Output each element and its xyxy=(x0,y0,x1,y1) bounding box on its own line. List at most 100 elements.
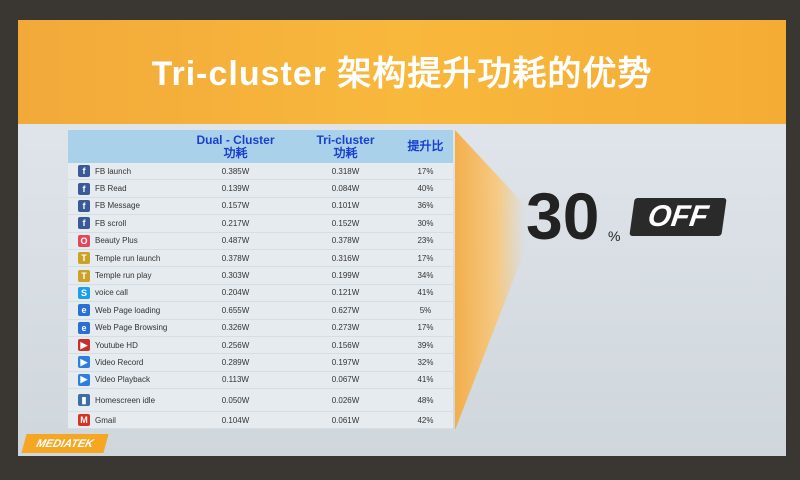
gain-percent: 5% xyxy=(419,305,432,315)
app-cell: ▶ Video Playback xyxy=(68,373,178,386)
facebook-icon: f xyxy=(78,217,90,230)
header-text: Tri-cluster 功耗 xyxy=(316,132,375,160)
header-tri-cluster: Tri-cluster 功耗 xyxy=(293,130,398,163)
app-name: Video Record xyxy=(95,357,144,367)
gain-percent: 48% xyxy=(417,395,434,405)
app-cell: ▮ Homescreen idle xyxy=(68,394,178,407)
table-row: T Temple run play 0.303W 0.199W 34% xyxy=(68,267,453,285)
app-name: FB Read xyxy=(95,184,127,194)
table-row: ▶ Youtube HD 0.256W 0.156W 39% xyxy=(68,336,453,355)
app-cell: e Web Page loading xyxy=(68,304,178,317)
gain-percent: 30% xyxy=(417,218,434,228)
dual-cluster-power: 0.326W xyxy=(221,323,250,333)
app-name: Web Page loading xyxy=(95,305,161,315)
table-row: ▶ Video Record 0.289W 0.197W 32% xyxy=(68,354,453,372)
orange-wedge-graphic xyxy=(455,130,525,430)
app-cell: f FB scroll xyxy=(68,217,178,230)
dual-cluster-power: 0.385W xyxy=(221,166,250,176)
facebook-icon: f xyxy=(78,182,90,195)
table-row: ▶ Video Playback 0.113W 0.067W 41% xyxy=(68,371,453,390)
dual-cluster-power: 0.487W xyxy=(221,236,250,246)
app-cell: f FB launch xyxy=(68,165,178,178)
beautyplus-icon: O xyxy=(78,234,90,247)
gmail-icon: M xyxy=(78,414,90,427)
dual-cluster-power: 0.139W xyxy=(221,184,250,194)
youtube-icon: ▶ xyxy=(78,339,90,352)
power-comparison-table: Dual - Cluster 功耗 Tri-cluster 功耗 提升比 f FB… xyxy=(68,130,453,430)
app-cell: ▶ Video Record xyxy=(68,356,178,369)
app-cell: e Web Page Browsing xyxy=(68,321,178,334)
gain-percent: 36% xyxy=(417,201,434,211)
app-name: Gmail xyxy=(95,415,116,425)
tri-cluster-power: 0.316W xyxy=(331,253,360,263)
table-row: M Gmail 0.104W 0.061W 42% xyxy=(68,412,453,430)
table-row: f FB launch 0.385W 0.318W 17% xyxy=(68,163,453,181)
header-text: Dual - Cluster 功耗 xyxy=(196,132,275,160)
app-name: Temple run launch xyxy=(95,253,161,263)
app-name: FB launch xyxy=(95,166,132,176)
header-gain: 提升比 xyxy=(407,139,444,153)
dual-cluster-power: 0.303W xyxy=(221,271,250,281)
app-cell: ▶ Youtube HD xyxy=(68,339,178,352)
tri-cluster-power: 0.152W xyxy=(331,218,360,228)
facebook-icon: f xyxy=(78,165,90,178)
tri-cluster-power: 0.197W xyxy=(331,357,360,367)
tri-cluster-power: 0.378W xyxy=(331,236,360,246)
dual-cluster-power: 0.289W xyxy=(221,357,250,367)
app-name: Youtube HD xyxy=(95,340,138,350)
skype-icon: S xyxy=(78,286,90,299)
gain-percent: 40% xyxy=(417,184,434,194)
table-row: O Beauty Plus 0.487W 0.378W 23% xyxy=(68,232,453,250)
gain-percent: 39% xyxy=(417,340,434,350)
gain-percent: 41% xyxy=(417,288,434,298)
app-name: Web Page Browsing xyxy=(95,323,168,333)
temple-run-icon: T xyxy=(78,269,90,282)
tri-cluster-power: 0.273W xyxy=(331,323,360,333)
dual-cluster-power: 0.655W xyxy=(221,305,250,315)
gain-percent: 32% xyxy=(417,357,434,367)
temple-run-icon: T xyxy=(78,252,90,265)
dual-cluster-power: 0.256W xyxy=(221,340,250,350)
table-row: f FB Read 0.139W 0.084W 40% xyxy=(68,180,453,198)
homescreen-icon: ▮ xyxy=(78,394,90,407)
mediatek-logo: MEDIATEK xyxy=(21,434,109,453)
gain-percent: 42% xyxy=(417,415,434,425)
tri-cluster-power: 0.121W xyxy=(331,288,360,298)
dual-cluster-power: 0.104W xyxy=(221,415,250,425)
globe-icon: e xyxy=(78,304,90,317)
tri-cluster-power: 0.199W xyxy=(331,271,360,281)
gain-percent: 17% xyxy=(417,253,434,263)
tri-cluster-power: 0.156W xyxy=(331,340,360,350)
slide: Tri-cluster 架构提升功耗的优势 Dual - Cluster 功耗 … xyxy=(18,20,786,456)
gain-percent: 23% xyxy=(417,236,434,246)
app-cell: M Gmail xyxy=(68,414,178,427)
dual-cluster-power: 0.204W xyxy=(221,288,250,298)
slide-title: Tri-cluster 架构提升功耗的优势 xyxy=(151,55,653,93)
tri-cluster-power: 0.318W xyxy=(331,166,360,176)
video-icon: ▶ xyxy=(78,373,90,386)
app-cell: T Temple run play xyxy=(68,269,178,282)
table-row: f FB Message 0.157W 0.101W 36% xyxy=(68,197,453,216)
app-cell: f FB Read xyxy=(68,182,178,195)
app-cell: T Temple run launch xyxy=(68,252,178,265)
app-name: FB scroll xyxy=(95,218,127,228)
gain-percent: 17% xyxy=(417,166,434,176)
table-row: T Temple run launch 0.378W 0.316W 17% xyxy=(68,249,453,268)
tri-cluster-power: 0.061W xyxy=(331,415,360,425)
app-name: voice call xyxy=(95,288,128,298)
tri-cluster-power: 0.026W xyxy=(331,395,360,405)
tri-cluster-power: 0.627W xyxy=(331,305,360,315)
table-row: f FB scroll 0.217W 0.152W 30% xyxy=(68,215,453,233)
header-dual-cluster: Dual - Cluster 功耗 xyxy=(178,130,293,163)
table-body: f FB launch 0.385W 0.318W 17% f FB Read 0.1… xyxy=(68,163,453,430)
app-name: Beauty Plus xyxy=(95,236,138,246)
dual-cluster-power: 0.157W xyxy=(221,201,250,211)
tri-cluster-power: 0.067W xyxy=(331,375,360,385)
dual-cluster-power: 0.050W xyxy=(221,395,250,405)
table-row: e Web Page loading 0.655W 0.627W 5% xyxy=(68,302,453,320)
app-cell: O Beauty Plus xyxy=(68,234,178,247)
table-row: ▮ Homescreen idle 0.050W 0.026W 48% xyxy=(68,389,453,413)
app-name: FB Message xyxy=(95,201,140,211)
